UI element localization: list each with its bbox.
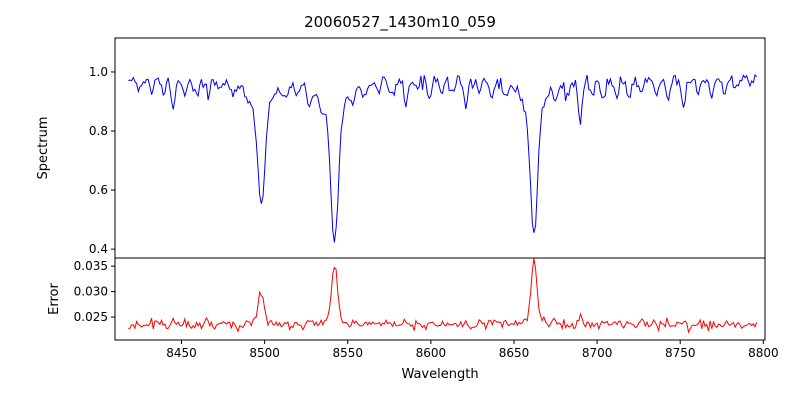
y-axis-label-error: Error — [47, 283, 62, 315]
spectrum-panel-border — [114, 37, 766, 259]
x-tick-label: 8700 — [582, 346, 613, 360]
y-tick-label: 0.6 — [89, 183, 108, 197]
x-tick-label: 8550 — [332, 346, 363, 360]
error-panel-border — [114, 257, 766, 341]
y-axis-label-spectrum: Spectrum — [36, 117, 51, 180]
y-tick-label: 1.0 — [89, 65, 108, 79]
spectrum-line — [128, 74, 758, 243]
axes-group: 8450 8500 8550 8600 8650 8700 8750 8800 0.4 0.6 0.… — [74, 37, 779, 360]
y-tick-label: 0.030 — [74, 285, 108, 299]
x-tick-label: 8500 — [249, 346, 280, 360]
y-tick-label: 0.025 — [74, 310, 108, 324]
x-tick-label: 8650 — [499, 346, 530, 360]
x-tick-label: 8750 — [665, 346, 696, 360]
plot-title: 20060527_1430m10_059 — [304, 13, 496, 32]
x-tick-label: 8450 — [166, 346, 197, 360]
y-tick-label: 0.035 — [74, 259, 108, 273]
x-tick-label: 8600 — [416, 346, 447, 360]
y-tick-label: 0.4 — [89, 242, 108, 256]
x-tick-label: 8800 — [748, 346, 779, 360]
error-line — [128, 258, 758, 334]
y-tick-label: 0.8 — [89, 124, 108, 138]
x-axis-label: Wavelength — [401, 367, 478, 382]
curves-group — [128, 74, 758, 334]
